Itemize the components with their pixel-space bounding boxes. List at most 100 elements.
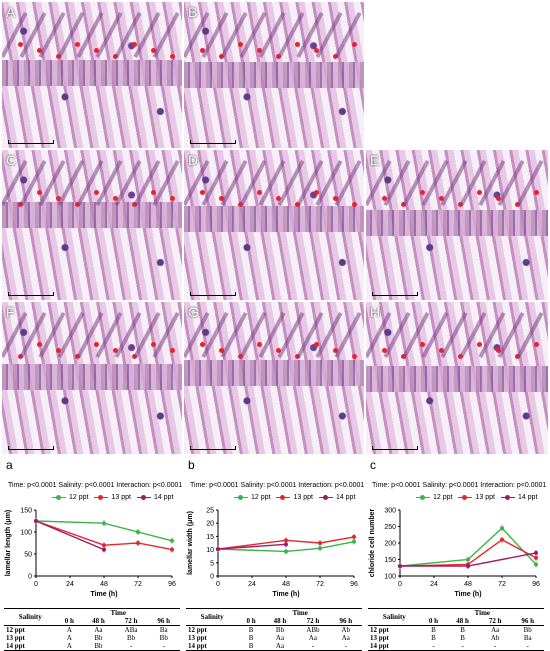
legend-swatch xyxy=(458,494,473,500)
data-point xyxy=(466,557,470,562)
y-tick-label: 200 xyxy=(384,541,396,548)
table-cell: Bb xyxy=(523,626,532,634)
data-point xyxy=(102,521,106,526)
scale-bar xyxy=(190,292,236,296)
data-point xyxy=(170,547,174,552)
y-tick-label: 15 xyxy=(206,534,214,541)
panel-label: H xyxy=(370,304,381,320)
chloride-cell-marker xyxy=(94,48,99,53)
table-row-label: 12 ppt xyxy=(188,626,207,634)
table-cell: Aa xyxy=(491,626,500,634)
chloride-cell-marker xyxy=(37,190,42,195)
chloride-cell-marker xyxy=(200,190,205,195)
significance-table: Salinity Time 0 h 48 h 72 h 96 h 12 ppt B Bb ABb A… xyxy=(186,608,362,651)
chloride-cell-marker xyxy=(170,196,175,201)
chloride-cell-marker xyxy=(314,48,319,53)
y-tick-label: 5 xyxy=(210,560,214,567)
table-cell: ABb xyxy=(306,626,320,634)
legend-swatch xyxy=(318,494,333,500)
table-cell: Aa xyxy=(94,626,103,634)
table-cell: Bb xyxy=(159,634,168,642)
table-cell: - xyxy=(511,642,544,651)
chart-letter: a xyxy=(6,458,13,472)
chloride-cell-marker xyxy=(496,196,501,201)
chloride-cell-marker xyxy=(352,42,357,47)
chloride-cell-marker xyxy=(37,342,42,347)
legend: 12 ppt 13 ppt 14 ppt xyxy=(234,494,355,501)
data-point xyxy=(534,550,538,555)
table-cell: - xyxy=(114,642,148,651)
micrograph-g: G xyxy=(184,302,364,454)
y-tick-label: 0 xyxy=(210,574,214,581)
data-point xyxy=(352,534,356,539)
x-tick-label: 72 xyxy=(134,581,142,588)
table-cell: A xyxy=(66,626,72,634)
micrograph-h: H xyxy=(366,302,548,454)
data-point xyxy=(352,539,356,544)
chloride-cell-marker xyxy=(18,42,23,47)
x-tick-label: 24 xyxy=(66,581,74,588)
chloride-cell-marker xyxy=(56,348,61,353)
chloride-cell-marker xyxy=(257,342,262,347)
y-tick-label: 150 xyxy=(20,508,32,515)
panel-label: E xyxy=(370,152,380,168)
table-col-header: 96 h xyxy=(511,617,544,626)
table-col-header: 48 h xyxy=(82,617,115,626)
table-cell: - xyxy=(296,642,330,651)
scale-bar xyxy=(190,140,236,144)
panel-label: G xyxy=(188,304,199,320)
table-cell: B xyxy=(460,634,465,642)
table-row: 14 ppt A Bb - - xyxy=(4,642,180,651)
chart-letter: c xyxy=(370,458,376,472)
chloride-cell-marker xyxy=(170,54,175,59)
y-tick-label: 20 xyxy=(206,521,214,528)
scale-bar xyxy=(372,292,418,296)
legend-item: 14 ppt xyxy=(500,494,537,501)
chloride-cell-marker xyxy=(496,348,501,353)
chloride-cell-marker xyxy=(219,196,224,201)
table-corner: Salinity xyxy=(186,608,239,626)
legend-label: 12 ppt xyxy=(69,494,89,501)
chloride-cell-marker xyxy=(170,348,175,353)
scale-bar xyxy=(372,446,418,450)
panel-label: D xyxy=(188,152,199,168)
data-point xyxy=(102,547,106,552)
chloride-cell-marker xyxy=(151,190,156,195)
table-row: 14 ppt - - - - xyxy=(368,642,544,651)
legend-label: 14 ppt xyxy=(153,494,174,501)
y-tick-label: 100 xyxy=(20,530,32,537)
chloride-cell-marker xyxy=(382,196,387,201)
table-row: 12 ppt B B Aa Bb xyxy=(368,626,544,634)
series-line xyxy=(399,538,537,567)
chloride-cell-marker xyxy=(276,196,281,201)
table-row-label: 14 ppt xyxy=(186,642,239,651)
micrograph-f: F xyxy=(2,302,182,454)
chloride-cell-marker xyxy=(276,348,281,353)
table-time-header: Time xyxy=(238,608,362,617)
table-row: 14 ppt B Aa - - xyxy=(186,642,362,651)
table-row-label: 12 ppt xyxy=(370,626,389,634)
table-corner: Salinity xyxy=(4,608,57,626)
x-axis-label: Time (h) xyxy=(272,591,299,598)
x-tick-label: 72 xyxy=(316,581,324,588)
table-time-header: Time xyxy=(56,608,180,617)
data-point xyxy=(136,530,140,534)
table-row: 13 ppt A Bb Bb Bb xyxy=(4,634,180,642)
y-tick-label: 25 xyxy=(206,508,214,515)
table-row-label: 13 ppt xyxy=(6,634,25,642)
chloride-cell-marker xyxy=(352,202,357,207)
x-tick-label: 96 xyxy=(168,581,176,588)
x-tick-label: 48 xyxy=(464,581,472,588)
legend: 12 ppt 13 ppt 14 ppt xyxy=(416,494,537,501)
legend-item: 13 ppt xyxy=(276,494,313,501)
data-point xyxy=(102,543,106,548)
y-tick-label: 250 xyxy=(384,524,396,531)
table-cell: Aa xyxy=(341,634,350,642)
chloride-cell-marker xyxy=(352,354,357,359)
legend-swatch xyxy=(416,494,430,500)
chloride-cell-marker xyxy=(314,342,319,347)
legend-swatch xyxy=(94,494,109,500)
table-cell: Bb xyxy=(275,626,285,634)
line-chart: 100 150 200 250 300 0 24 48 72 96 Time (h) chloride… xyxy=(369,508,540,599)
panel-label: F xyxy=(6,304,15,320)
